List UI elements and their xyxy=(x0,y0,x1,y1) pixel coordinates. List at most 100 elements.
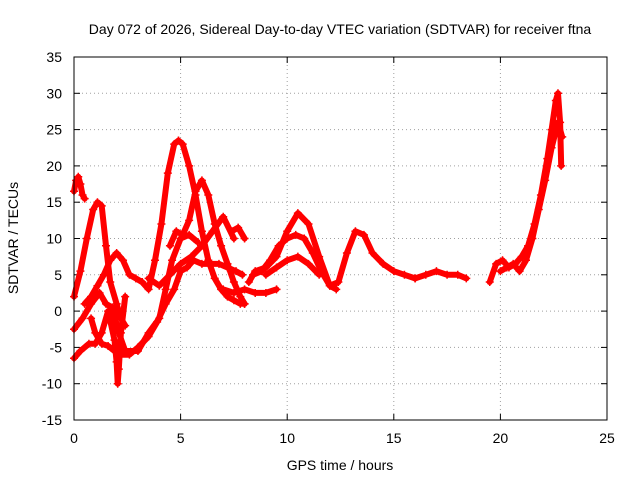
data-point xyxy=(170,140,179,149)
x-tick-label: 25 xyxy=(599,430,615,446)
data-point xyxy=(432,267,441,276)
data-point xyxy=(178,140,187,149)
data-point xyxy=(101,241,110,250)
data-point xyxy=(193,238,202,247)
data-point xyxy=(509,259,518,268)
data-point xyxy=(197,227,206,236)
data-point xyxy=(95,288,104,297)
data-point xyxy=(325,281,334,290)
data-point xyxy=(232,267,241,276)
data-point xyxy=(453,270,462,279)
data-point xyxy=(342,249,351,258)
data-point xyxy=(133,343,142,352)
data-point xyxy=(257,267,266,276)
data-point xyxy=(138,278,147,287)
series-line-sat-m xyxy=(262,253,323,278)
data-point xyxy=(443,270,452,279)
data-point xyxy=(272,285,281,294)
data-point xyxy=(89,205,98,214)
data-point xyxy=(82,234,91,243)
data-point xyxy=(234,223,243,232)
data-point xyxy=(283,234,292,243)
y-tick-label: -10 xyxy=(42,376,62,392)
data-point xyxy=(557,161,566,170)
data-point xyxy=(553,89,562,98)
data-point xyxy=(197,241,206,250)
data-point xyxy=(182,263,191,272)
data-point xyxy=(229,288,238,297)
data-point xyxy=(121,292,130,301)
data-point xyxy=(541,176,550,185)
data-point xyxy=(165,270,174,279)
x-tick-label: 5 xyxy=(177,430,185,446)
chart-title: Day 072 of 2026, Sidereal Day-to-day VTE… xyxy=(89,21,592,37)
y-tick-label: 25 xyxy=(46,122,62,138)
x-tick-label: 10 xyxy=(279,430,295,446)
data-point xyxy=(151,256,160,265)
data-point xyxy=(78,314,87,323)
data-point xyxy=(114,365,123,374)
data-point xyxy=(131,274,140,283)
data-point xyxy=(108,303,117,312)
data-point xyxy=(170,285,179,294)
data-point xyxy=(229,234,238,243)
data-point xyxy=(379,259,388,268)
data-point xyxy=(104,341,113,350)
data-point xyxy=(223,292,232,301)
data-point xyxy=(496,267,505,276)
data-point xyxy=(144,285,153,294)
data-point xyxy=(462,274,471,283)
data-point xyxy=(217,241,226,250)
data-point xyxy=(178,230,187,239)
data-point xyxy=(112,357,121,366)
data-point xyxy=(223,259,232,268)
y-tick-label: 35 xyxy=(46,49,62,65)
data-point xyxy=(112,299,121,308)
data-point xyxy=(165,241,174,250)
data-point xyxy=(106,278,115,287)
data-point xyxy=(168,256,177,265)
data-point xyxy=(332,285,341,294)
data-point xyxy=(283,227,292,236)
data-point xyxy=(176,259,185,268)
data-point xyxy=(351,227,360,236)
data-point xyxy=(293,209,302,218)
data-point xyxy=(411,274,420,283)
series-line-sat-p xyxy=(497,119,566,275)
data-point xyxy=(240,299,249,308)
y-tick-label: 30 xyxy=(46,85,62,101)
data-point xyxy=(113,379,122,388)
data-point xyxy=(400,270,409,279)
data-point xyxy=(528,234,537,243)
data-point xyxy=(266,256,275,265)
data-point xyxy=(315,270,324,279)
data-point xyxy=(153,317,162,326)
data-point xyxy=(236,292,245,301)
data-point xyxy=(485,278,494,287)
data-point xyxy=(119,256,128,265)
data-point xyxy=(208,227,217,236)
y-axis-title: SDTVAR / TECUs xyxy=(5,182,21,294)
y-tick-label: 15 xyxy=(46,194,62,210)
data-point xyxy=(125,350,134,359)
data-point xyxy=(161,299,170,308)
data-point xyxy=(125,270,134,279)
data-point xyxy=(521,256,530,265)
data-point xyxy=(187,252,196,261)
data-point xyxy=(163,169,172,178)
data-point xyxy=(157,219,166,228)
data-point xyxy=(240,234,249,243)
data-point xyxy=(334,278,343,287)
plot-frame xyxy=(73,56,608,421)
data-point xyxy=(197,176,206,185)
data-point xyxy=(93,281,102,290)
series-line-sat-d xyxy=(71,293,129,387)
x-tick-label: 0 xyxy=(70,430,78,446)
data-point xyxy=(101,299,110,308)
data-point xyxy=(229,278,238,287)
data-point xyxy=(110,347,119,356)
data-point xyxy=(291,230,300,239)
data-point xyxy=(219,285,228,294)
x-tick-label: 15 xyxy=(386,430,402,446)
